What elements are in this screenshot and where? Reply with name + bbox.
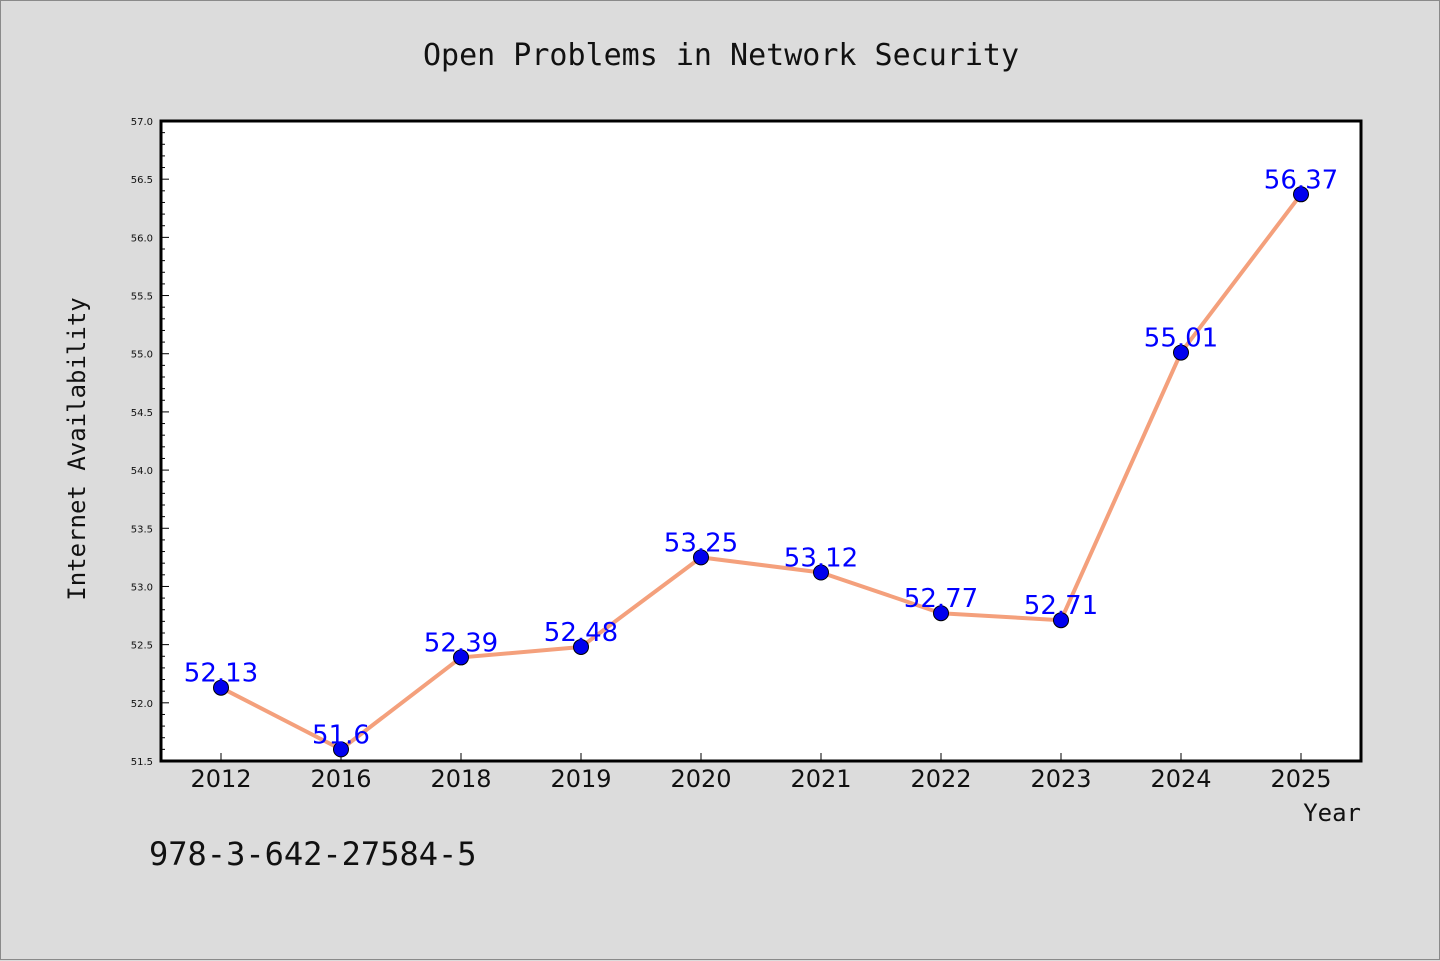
x-tick-label: 2022	[910, 765, 971, 793]
y-tick-label: 53.5	[131, 524, 153, 535]
x-tick-label: 2025	[1270, 765, 1331, 793]
x-tick-label: 2016	[310, 765, 371, 793]
x-axis-label: Year	[1303, 799, 1361, 827]
data-label: 52.39	[424, 628, 498, 658]
y-axis-ticks: 51.5 52.0 52.5 53.0 53.5 54.0 54.5 55.0 55.5 56.0…	[131, 117, 169, 768]
data-point	[933, 605, 949, 622]
x-tick-label: 2018	[430, 765, 491, 793]
data-label: 52.77	[904, 584, 978, 614]
data-point	[1173, 344, 1189, 361]
y-axis-label: Internet Availability	[63, 297, 91, 600]
data-label: 56.37	[1264, 165, 1338, 195]
y-tick-label: 52.0	[131, 699, 153, 710]
plot-border	[159, 119, 1363, 763]
data-label: 52.48	[544, 618, 618, 648]
x-tick-label: 2024	[1150, 765, 1211, 793]
data-point	[693, 549, 709, 566]
y-tick-label: 52.5	[131, 641, 153, 652]
y-tick-label: 56.0	[131, 233, 153, 244]
data-point	[573, 638, 589, 655]
chart-title: Open Problems in Network Security	[423, 38, 1019, 73]
y-tick-label: 55.0	[131, 350, 153, 361]
x-tick-label: 2020	[670, 765, 731, 793]
y-tick-label: 56.5	[131, 175, 153, 186]
y-tick-label: 55.5	[131, 292, 153, 303]
data-point	[1293, 186, 1309, 203]
data-point	[453, 649, 469, 666]
data-label: 52.13	[184, 659, 258, 689]
y-tick-label: 54.0	[131, 466, 153, 477]
data-label: 53.12	[784, 543, 858, 573]
x-tick-label: 2019	[550, 765, 611, 793]
data-label: 53.25	[664, 528, 738, 558]
data-point	[333, 741, 349, 758]
data-point	[1053, 612, 1069, 629]
data-labels: 52.13 51.6 52.39 52.48 53.25 53.12 52.77 52.71 5…	[184, 165, 1338, 750]
data-point	[213, 679, 229, 696]
y-tick-label: 57.0	[131, 117, 153, 128]
series-line	[220, 193, 1303, 752]
footnote-isbn: 978-3-642-27584-5	[149, 835, 477, 873]
y-tick-label: 51.5	[131, 757, 153, 768]
plot-area	[161, 121, 1361, 761]
data-point	[813, 564, 829, 581]
y-tick-label: 53.0	[131, 582, 153, 593]
data-label: 52.71	[1024, 591, 1098, 621]
series-markers	[213, 186, 1309, 758]
data-label: 51.6	[312, 720, 370, 750]
x-tick-label: 2023	[1030, 765, 1091, 793]
x-axis-ticks: 2012 2016 2018 2019 2020 2021 2022 2023 2024 2025	[190, 753, 1332, 793]
x-tick-label: 2012	[190, 765, 251, 793]
x-tick-label: 2021	[790, 765, 851, 793]
data-label: 55.01	[1144, 324, 1218, 354]
y-tick-label: 54.5	[131, 408, 153, 419]
